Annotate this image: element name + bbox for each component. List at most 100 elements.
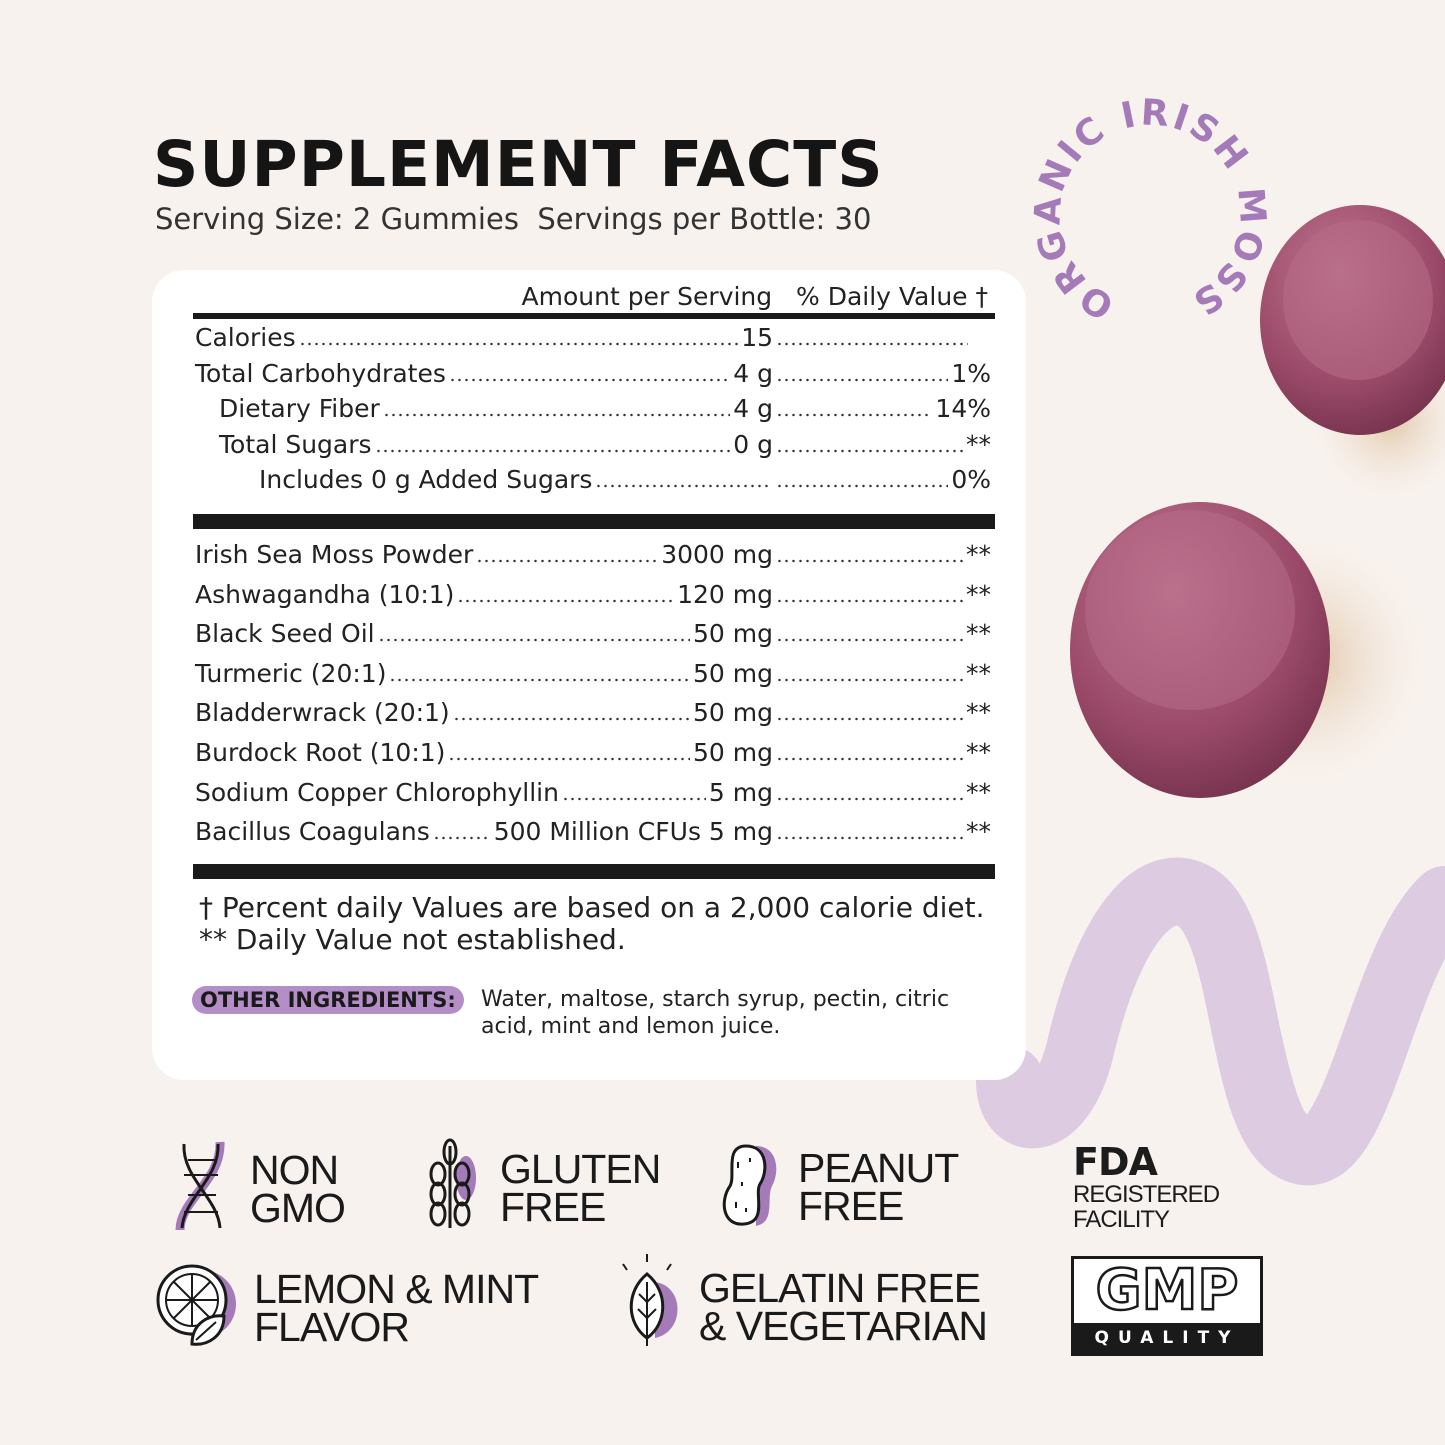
supplement-facts-panel: Amount per Serving % Daily Value † Calor… — [152, 270, 1026, 1080]
dot-leader — [374, 448, 731, 453]
row-daily-value: ** — [966, 619, 991, 649]
fda-registered-badge: FDA REGISTERED FACILITY — [1073, 1140, 1220, 1233]
row-amount: 50 mg — [693, 619, 773, 649]
table-row: Bacillus Coagulans 500 Million CFUs 5 mg *… — [195, 817, 991, 847]
table-row: Total Carbohydrates 4 g 1% — [195, 359, 991, 389]
badge-line1: PEANUT — [798, 1145, 959, 1191]
row-amount: 50 mg — [693, 698, 773, 728]
dot-leader — [476, 559, 659, 563]
table-row: Total Sugars 0 g ** — [195, 430, 991, 460]
row-daily-value: 14% — [935, 394, 991, 423]
table-row: Ashwagandha (10:1) 120 mg ** — [195, 580, 991, 610]
row-amount: 50 mg — [693, 658, 773, 688]
dot-leader — [448, 757, 691, 761]
row-daily-value: ** — [966, 579, 991, 609]
dot-leader — [776, 638, 963, 643]
badge-line2: FREE — [798, 1183, 904, 1229]
dot-leader — [389, 677, 691, 682]
dot-leader — [776, 559, 963, 563]
dot-leader — [776, 484, 949, 488]
lemon-mint-icon — [156, 1264, 236, 1346]
table-row: Includes 0 g Added Sugars 0% — [195, 465, 991, 495]
row-daily-value: 1% — [951, 358, 991, 388]
dot-leader — [776, 836, 963, 841]
row-amount: 5 mg — [708, 777, 773, 807]
dna-icon — [175, 1141, 225, 1231]
badge-line2: GMO — [250, 1185, 346, 1231]
fda-title: FDA — [1073, 1140, 1158, 1184]
dot-leader — [776, 342, 968, 346]
table-row: Black Seed Oil 50 mg ** — [195, 619, 991, 649]
dot-leader — [595, 484, 770, 488]
dot-leader — [448, 377, 731, 382]
badge-gelatin-free: GELATIN FREE & VEGETARIAN — [615, 1252, 988, 1349]
dot-leader — [382, 413, 731, 417]
wheat-icon — [429, 1138, 476, 1228]
badge-gluten-free: GLUTEN FREE — [418, 1138, 661, 1230]
fda-line1: REGISTERED — [1073, 1181, 1220, 1208]
row-name: Sodium Copper Chlorophyllin — [195, 777, 559, 807]
divider — [193, 313, 995, 319]
table-row: Turmeric (20:1) 50 mg ** — [195, 659, 991, 689]
dot-leader — [298, 342, 739, 346]
footnote-not-established: ** Daily Value not established. — [199, 923, 626, 956]
badge-line2: FLAVOR — [254, 1304, 410, 1350]
gummy-image — [1070, 205, 1445, 800]
other-ingredients-label: OTHER INGREDIENTS: — [192, 986, 464, 1014]
dot-leader — [561, 796, 706, 801]
row-daily-value: ** — [966, 658, 991, 688]
dot-leader — [776, 413, 933, 417]
row-daily-value: ** — [966, 429, 991, 459]
footnote-daily-value: † Percent daily Values are based on a 2,… — [199, 891, 985, 924]
badge-line1: LEMON & MINT — [254, 1266, 539, 1312]
dot-leader — [452, 717, 691, 722]
row-amount: 15 — [741, 323, 773, 352]
row-amount: 3000 mg — [661, 540, 773, 569]
badge-line2: & VEGETARIAN — [699, 1303, 988, 1349]
fda-line2: FACILITY — [1073, 1206, 1170, 1233]
table-row: Burdock Root (10:1) 50 mg ** — [195, 738, 991, 768]
table-row: Irish Sea Moss Powder 3000 mg ** — [195, 540, 991, 570]
row-daily-value: ** — [966, 777, 991, 807]
gmp-quality-badge: GMP QUALITY — [1071, 1256, 1263, 1356]
dot-leader — [457, 598, 675, 603]
row-name: Total Sugars — [219, 429, 372, 459]
row-name: Bacillus Coagulans — [195, 817, 430, 847]
dot-leader — [776, 677, 963, 682]
row-name: Dietary Fiber — [219, 394, 380, 423]
badge-line1: GELATIN FREE — [699, 1265, 981, 1311]
row-name: Bladderwrack (20:1) — [195, 698, 450, 728]
peanut-icon — [722, 1144, 777, 1226]
dot-leader — [776, 448, 963, 453]
other-ingredients-text: Water, maltose, starch syrup, pectin, ci… — [481, 987, 950, 1039]
row-daily-value: ** — [966, 540, 991, 569]
gmp-subtitle: QUALITY — [1074, 1323, 1260, 1353]
row-amount: 50 mg — [693, 738, 773, 767]
row-name: Ashwagandha (10:1) — [195, 579, 455, 609]
badge-line2: FREE — [500, 1184, 606, 1230]
badge-circle-text: ORGANIC IRISH MOSS — [1030, 95, 1270, 327]
row-name: Burdock Root (10:1) — [195, 738, 446, 767]
dot-leader — [776, 796, 963, 801]
badge-line1: NON — [250, 1147, 339, 1193]
serving-info: Serving Size: 2 Gummies Servings per Bot… — [155, 202, 872, 236]
row-daily-value: ** — [966, 698, 991, 728]
column-header: Amount per Serving % Daily Value † — [521, 282, 989, 311]
divider — [193, 864, 995, 879]
row-amount: 120 mg — [677, 579, 773, 609]
dot-leader — [776, 377, 949, 382]
leaf-icon — [622, 1254, 678, 1346]
dot-leader — [776, 717, 963, 722]
badge-line1: GLUTEN — [500, 1146, 661, 1192]
dot-leader — [776, 598, 963, 603]
organic-irish-moss-badge: ORGANIC IRISH MOSS — [1030, 95, 1270, 327]
table-row: Bladderwrack (20:1) 50 mg ** — [195, 698, 991, 728]
row-amount: 4 g — [733, 358, 773, 388]
page-title: SUPPLEMENT FACTS — [153, 128, 884, 201]
row-amount: 500 Million CFUs 5 mg — [493, 817, 773, 847]
row-name: Black Seed Oil — [195, 619, 375, 649]
row-name: Irish Sea Moss Powder — [195, 540, 474, 569]
row-name: Turmeric (20:1) — [195, 658, 387, 688]
table-row: Calories 15 — [195, 323, 991, 353]
badge-lemon-mint: LEMON & MINT FLAVOR — [152, 1260, 539, 1350]
